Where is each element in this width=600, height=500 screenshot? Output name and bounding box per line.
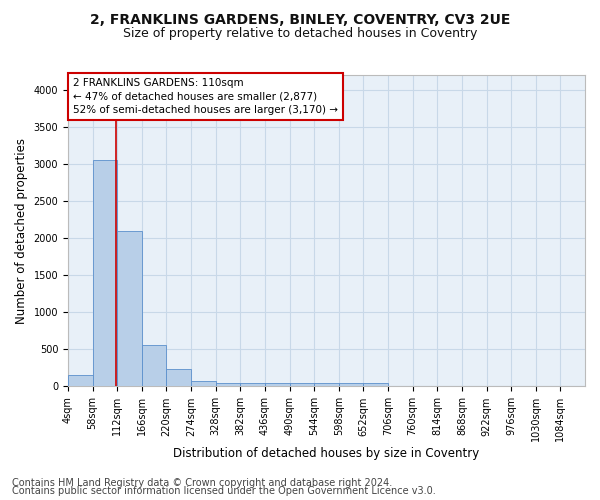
Bar bbox=[314, 383, 339, 386]
Bar bbox=[290, 383, 314, 386]
Bar bbox=[241, 383, 265, 386]
Bar bbox=[216, 383, 241, 386]
Bar bbox=[142, 345, 166, 387]
Bar bbox=[92, 160, 117, 386]
Bar bbox=[364, 383, 388, 386]
Bar bbox=[265, 383, 290, 386]
Bar bbox=[191, 380, 216, 386]
Bar bbox=[117, 230, 142, 386]
X-axis label: Distribution of detached houses by size in Coventry: Distribution of detached houses by size … bbox=[173, 447, 479, 460]
Text: 2, FRANKLINS GARDENS, BINLEY, COVENTRY, CV3 2UE: 2, FRANKLINS GARDENS, BINLEY, COVENTRY, … bbox=[90, 12, 510, 26]
Y-axis label: Number of detached properties: Number of detached properties bbox=[15, 138, 28, 324]
Text: Contains HM Land Registry data © Crown copyright and database right 2024.: Contains HM Land Registry data © Crown c… bbox=[12, 478, 392, 488]
Bar bbox=[68, 376, 92, 386]
Text: Contains public sector information licensed under the Open Government Licence v3: Contains public sector information licen… bbox=[12, 486, 436, 496]
Bar bbox=[166, 370, 191, 386]
Text: 2 FRANKLINS GARDENS: 110sqm
← 47% of detached houses are smaller (2,877)
52% of : 2 FRANKLINS GARDENS: 110sqm ← 47% of det… bbox=[73, 78, 338, 114]
Bar bbox=[339, 383, 364, 386]
Text: Size of property relative to detached houses in Coventry: Size of property relative to detached ho… bbox=[123, 28, 477, 40]
